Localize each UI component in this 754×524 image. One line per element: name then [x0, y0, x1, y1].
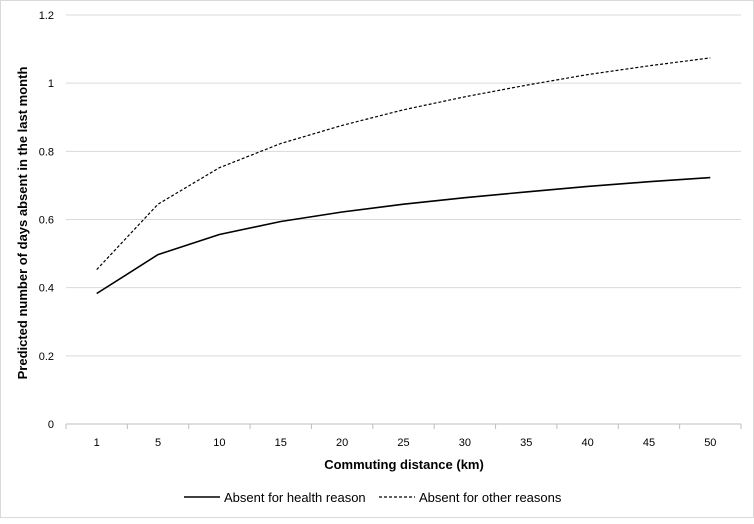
x-tick-label: 45: [643, 437, 655, 449]
y-axis-title: Predicted number of days absent in the l…: [15, 67, 30, 380]
y-tick-label: 1: [48, 78, 54, 90]
legend-label-other: Absent for other reasons: [419, 490, 562, 505]
x-tick-label: 25: [397, 437, 409, 449]
y-tick-label: 0.2: [39, 351, 54, 363]
x-tick-label: 35: [520, 437, 532, 449]
series-line-health-reason: [96, 176, 711, 295]
x-tick-label: 15: [275, 437, 287, 449]
x-tick-label: 30: [459, 437, 471, 449]
y-tick-label: 0.6: [39, 215, 54, 227]
y-tick-label: 0.4: [39, 283, 54, 295]
x-tick-label: 10: [213, 437, 225, 449]
gridlines: [66, 14, 741, 425]
legend-label-health: Absent for health reason: [224, 490, 366, 505]
x-tick-label: 20: [336, 437, 348, 449]
x-axis-ticks: 1 5 10 15 20 25 30 35 40 45 50: [65, 424, 742, 449]
y-axis-ticks: 0 0.2 0.4 0.6 0.8 1 1.2: [39, 10, 54, 431]
series-lines: [96, 57, 711, 295]
x-tick-label: 5: [155, 437, 161, 449]
y-tick-label: 0.8: [39, 146, 54, 158]
y-tick-label: 0: [48, 419, 54, 431]
legend: Absent for health reason Absent for othe…: [184, 490, 562, 505]
x-axis-title: Commuting distance (km): [324, 457, 484, 472]
x-tick-label: 1: [94, 437, 100, 449]
series-line-other-reasons: [96, 57, 711, 271]
y-tick-label: 1.2: [39, 10, 54, 22]
x-tick-label: 40: [581, 437, 593, 449]
x-tick-label: 50: [704, 437, 716, 449]
